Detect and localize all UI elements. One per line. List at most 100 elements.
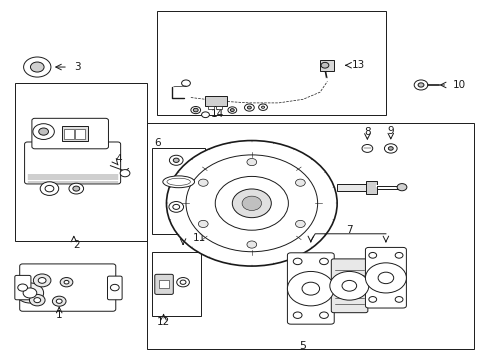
FancyBboxPatch shape	[365, 247, 406, 308]
Text: 10: 10	[452, 80, 466, 90]
Bar	[215, 106, 221, 109]
FancyBboxPatch shape	[330, 259, 367, 313]
Circle shape	[384, 144, 396, 153]
Circle shape	[69, 183, 83, 194]
Circle shape	[258, 104, 267, 111]
Bar	[64, 129, 74, 139]
Circle shape	[293, 312, 302, 319]
Circle shape	[60, 278, 73, 287]
Circle shape	[232, 189, 271, 218]
Text: 4: 4	[116, 154, 122, 164]
Circle shape	[73, 186, 80, 191]
Circle shape	[173, 158, 179, 162]
Circle shape	[198, 179, 208, 186]
FancyBboxPatch shape	[32, 118, 108, 149]
Circle shape	[172, 204, 179, 210]
Bar	[336, 184, 373, 192]
Text: 12: 12	[157, 317, 170, 327]
Circle shape	[23, 57, 51, 77]
Circle shape	[413, 80, 427, 90]
Circle shape	[201, 112, 209, 118]
Circle shape	[394, 297, 402, 302]
Text: 9: 9	[386, 126, 393, 136]
Circle shape	[368, 252, 376, 258]
Circle shape	[329, 271, 368, 300]
Circle shape	[246, 241, 256, 248]
Circle shape	[166, 140, 336, 266]
Circle shape	[120, 170, 130, 177]
Circle shape	[319, 312, 328, 319]
Circle shape	[295, 179, 305, 186]
Text: 2: 2	[73, 239, 80, 249]
Circle shape	[176, 278, 189, 287]
Text: 7: 7	[346, 225, 352, 235]
Circle shape	[261, 106, 264, 108]
FancyBboxPatch shape	[287, 253, 333, 324]
Circle shape	[193, 108, 198, 112]
Circle shape	[33, 124, 54, 139]
Circle shape	[168, 202, 183, 212]
Bar	[319, 60, 333, 71]
Circle shape	[244, 104, 254, 111]
Circle shape	[181, 80, 190, 86]
Bar	[366, 181, 376, 194]
Circle shape	[417, 83, 423, 87]
Bar	[147, 123, 473, 348]
Bar	[75, 129, 85, 139]
Circle shape	[18, 284, 27, 291]
Circle shape	[110, 284, 119, 291]
Circle shape	[52, 296, 66, 306]
FancyBboxPatch shape	[155, 274, 173, 294]
Circle shape	[180, 280, 185, 284]
Circle shape	[287, 271, 333, 306]
Circle shape	[29, 294, 45, 306]
Circle shape	[377, 272, 393, 284]
Circle shape	[215, 176, 288, 230]
Bar	[152, 148, 205, 234]
Text: 1: 1	[56, 310, 62, 320]
Circle shape	[387, 147, 392, 150]
Circle shape	[321, 62, 328, 68]
Text: 8: 8	[364, 127, 370, 136]
Circle shape	[227, 107, 236, 113]
Text: 6: 6	[154, 139, 161, 148]
Circle shape	[40, 182, 59, 195]
Circle shape	[396, 184, 406, 191]
Text: 11: 11	[192, 233, 205, 243]
Text: 13: 13	[351, 60, 364, 70]
Bar	[157, 12, 385, 116]
Circle shape	[246, 158, 256, 166]
Circle shape	[302, 282, 319, 295]
Circle shape	[56, 299, 62, 303]
Circle shape	[38, 278, 46, 283]
Bar	[152, 252, 200, 316]
FancyBboxPatch shape	[15, 275, 31, 300]
Circle shape	[341, 280, 356, 291]
Circle shape	[39, 128, 48, 135]
Circle shape	[361, 144, 372, 152]
Circle shape	[368, 297, 376, 302]
Circle shape	[45, 185, 54, 192]
FancyBboxPatch shape	[20, 264, 116, 311]
Circle shape	[16, 283, 43, 303]
Bar	[207, 106, 213, 109]
Circle shape	[185, 155, 317, 252]
Circle shape	[23, 288, 37, 298]
Circle shape	[33, 274, 51, 287]
FancyBboxPatch shape	[24, 142, 121, 184]
Circle shape	[365, 263, 406, 293]
Text: 5: 5	[299, 341, 306, 351]
Circle shape	[30, 62, 44, 72]
Text: 14: 14	[211, 109, 224, 119]
Circle shape	[64, 280, 69, 284]
Circle shape	[319, 258, 328, 265]
Circle shape	[295, 220, 305, 228]
Circle shape	[230, 109, 234, 112]
Circle shape	[34, 298, 41, 303]
Bar	[205, 96, 227, 106]
Text: 3: 3	[74, 62, 81, 72]
Circle shape	[169, 155, 183, 165]
Bar	[61, 126, 88, 140]
Circle shape	[293, 258, 302, 265]
Ellipse shape	[166, 178, 190, 185]
